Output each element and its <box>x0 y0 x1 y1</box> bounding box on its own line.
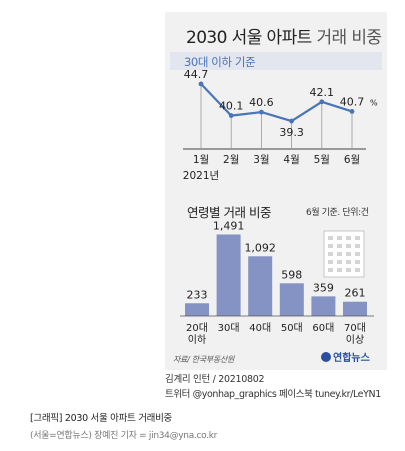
bar-value-label-1: 233 <box>187 288 208 301</box>
chart-title-light: 거래 비중 <box>316 28 382 48</box>
bar-category-label-3: 40대 <box>249 322 271 334</box>
bar-4 <box>279 283 304 316</box>
bar-chart-title: 연령별 거래 비중 <box>187 205 271 220</box>
building-window <box>337 244 342 248</box>
yonhap-logo: 연합뉴스 <box>321 349 370 364</box>
bar-1 <box>185 303 209 316</box>
source-note: 자료/ 한국부동산원 <box>173 355 235 364</box>
bar-category-label-6: 70대 <box>344 322 366 334</box>
building-window <box>355 252 360 256</box>
line-point-1 <box>198 81 204 87</box>
line-x-tick-4: 4월 <box>283 154 299 166</box>
line-value-label-2: 40.1 <box>219 100 244 113</box>
credit-line-2: 트위터 @yonhap_graphics 페이스북 tuney.kr/LeYN1 <box>165 389 381 400</box>
line-point-2 <box>228 113 234 118</box>
building-window <box>328 268 333 272</box>
building-window <box>346 236 351 240</box>
bar-value-label-3: 1,092 <box>244 241 276 254</box>
bar-value-label-5: 359 <box>313 281 334 294</box>
line-value-label-3: 40.6 <box>249 96 274 109</box>
caption-title: [그래픽] 2030 서울 아파트 거래비중 <box>30 413 172 424</box>
line-year-label: 2021년 <box>183 170 219 182</box>
building-window <box>328 244 333 248</box>
bar-chart-note: 6월 기준. 단위:건 <box>306 208 369 218</box>
building-window <box>337 268 342 272</box>
building-window <box>346 244 351 248</box>
building-window <box>355 268 360 272</box>
yonhap-logo-text: 연합뉴스 <box>333 353 370 364</box>
bar-3 <box>248 256 273 316</box>
line-x-tick-5: 5월 <box>314 154 330 166</box>
yonhap-logo-icon <box>321 351 331 362</box>
building-window <box>337 260 342 264</box>
line-point-3 <box>259 109 264 115</box>
line-x-tick-1: 1월 <box>193 154 209 166</box>
line-series <box>200 83 353 123</box>
bar-category-label-4: 50대 <box>281 322 303 334</box>
building-window <box>346 268 351 272</box>
chart-title: 2030 서울 아파트 거래 비중 <box>186 23 382 48</box>
line-value-label-6: 40.7 <box>340 95 365 108</box>
line-chart-subtitle: 30대 이하 기준 <box>184 55 256 69</box>
building-window <box>337 236 342 240</box>
building-window <box>328 260 333 264</box>
line-x-tick-3: 3월 <box>253 154 269 166</box>
bar-6 <box>343 301 367 316</box>
building-window <box>355 236 360 240</box>
line-point-5 <box>319 99 325 105</box>
building-window <box>328 236 333 240</box>
bar-category-label-6: 이상 <box>346 334 364 346</box>
building-window <box>346 260 351 264</box>
building-window <box>355 244 360 248</box>
bar-category-label-2: 30대 <box>218 322 240 334</box>
chart-title-main: 2030 서울 아파트 <box>186 28 312 48</box>
line-x-tick-2: 2월 <box>223 154 239 166</box>
bar-category-label-1: 이하 <box>188 333 206 346</box>
caption-byline: (서울=연합뉴스) 장예진 기자 = jin34@yna.co.kr <box>30 431 218 441</box>
building-window <box>355 260 360 264</box>
line-point-6 <box>349 109 355 114</box>
building-window <box>337 252 342 256</box>
line-value-label-5: 42.1 <box>310 86 335 99</box>
building-window <box>328 252 333 256</box>
line-unit-label: % <box>370 98 378 107</box>
bar-5 <box>311 296 336 316</box>
line-x-tick-6: 6월 <box>344 154 360 166</box>
subtitle-band <box>170 52 382 70</box>
line-point-4 <box>289 118 294 124</box>
bar-value-label-2: 1,491 <box>213 219 245 232</box>
bar-value-label-6: 261 <box>345 287 366 300</box>
bar-category-label-1: 20대 <box>186 322 208 334</box>
bar-2 <box>216 234 241 316</box>
bar-value-label-4: 598 <box>281 268 302 281</box>
building-window <box>346 252 351 256</box>
line-value-label-4: 39.3 <box>279 126 304 139</box>
line-value-label-1: 44.7 <box>184 68 209 81</box>
bar-category-label-5: 60대 <box>312 322 334 334</box>
credit-line-1: 김계리 인턴 / 20210802 <box>165 374 265 385</box>
